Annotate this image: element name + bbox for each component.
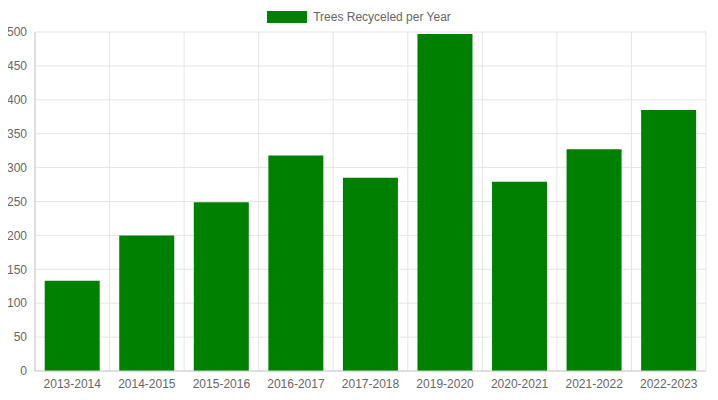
svg-text:100: 100	[8, 296, 27, 310]
svg-text:150: 150	[8, 263, 27, 277]
svg-text:2019-2020: 2019-2020	[416, 377, 474, 391]
svg-text:2021-2022: 2021-2022	[565, 377, 623, 391]
svg-text:400: 400	[8, 93, 27, 107]
svg-text:2014-2015: 2014-2015	[118, 377, 176, 391]
svg-text:2016-2017: 2016-2017	[267, 377, 325, 391]
svg-text:2020-2021: 2020-2021	[491, 377, 549, 391]
svg-text:450: 450	[8, 59, 27, 73]
svg-text:250: 250	[8, 195, 27, 209]
svg-text:2015-2016: 2015-2016	[193, 377, 251, 391]
svg-text:350: 350	[8, 127, 27, 141]
svg-text:50: 50	[14, 330, 28, 344]
svg-text:2022-2023: 2022-2023	[640, 377, 698, 391]
svg-text:2013-2014: 2013-2014	[44, 377, 102, 391]
svg-text:200: 200	[8, 229, 27, 243]
svg-text:300: 300	[8, 161, 27, 175]
html-text:Trees Recyceled per Year: Trees Recyceled per Year	[313, 10, 451, 24]
svg-text:2017-2018: 2017-2018	[342, 377, 400, 391]
svg-text:500: 500	[8, 25, 27, 39]
svg-text:0: 0	[20, 364, 27, 378]
